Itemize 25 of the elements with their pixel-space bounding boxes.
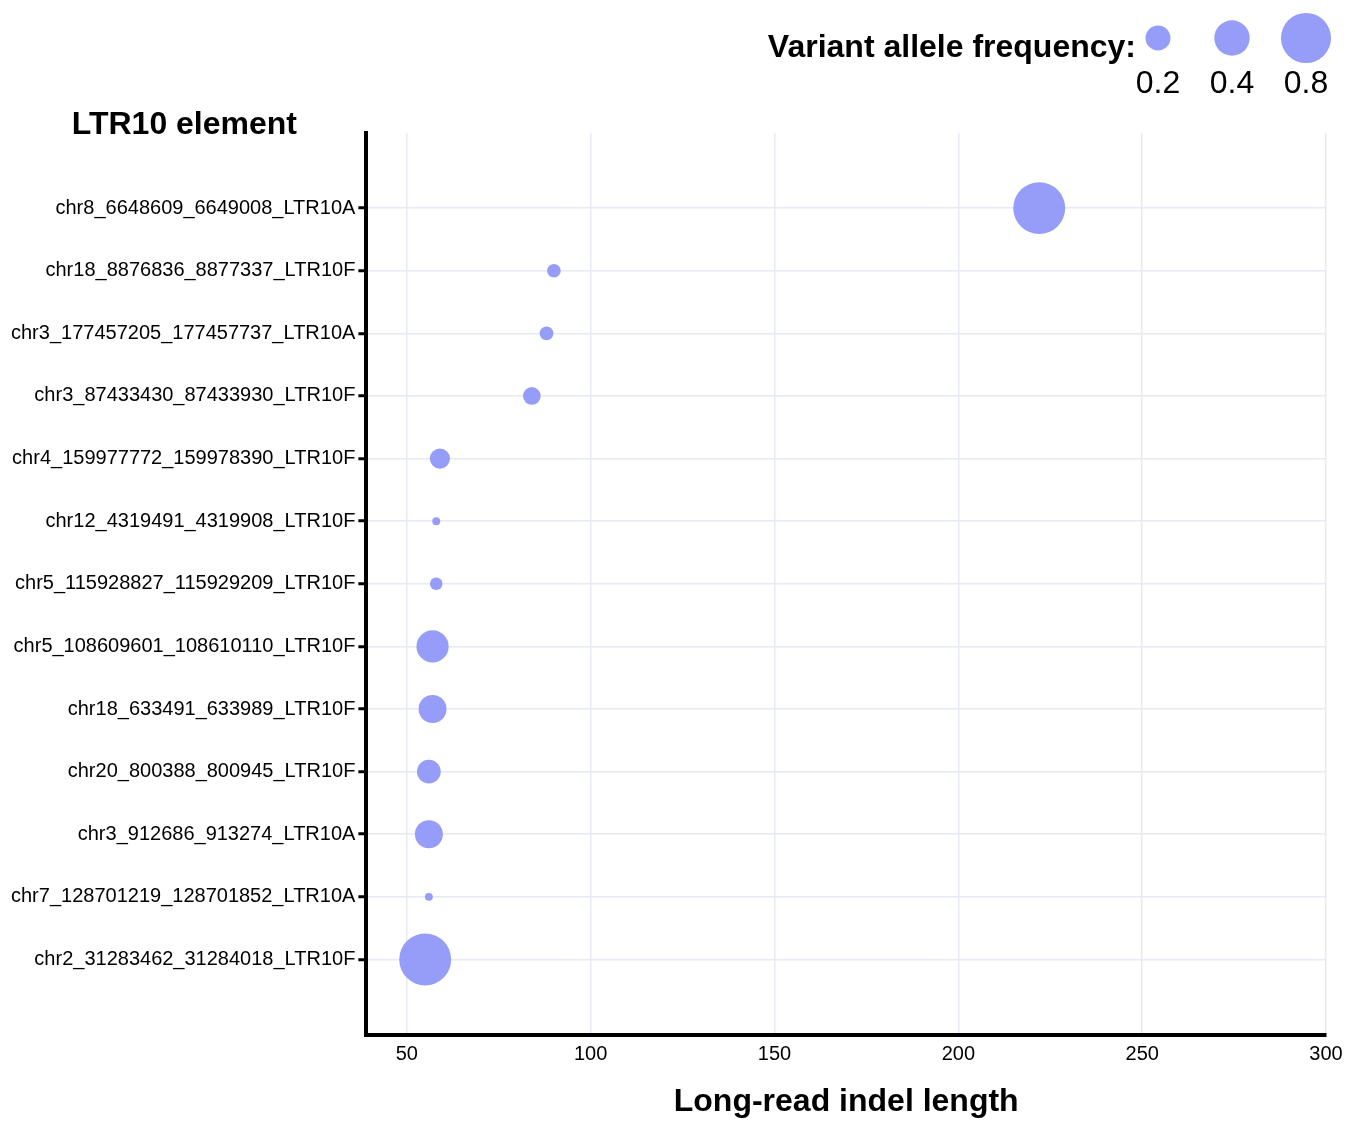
x-tick-label: 300 [1309, 1042, 1343, 1065]
legend-label: 0.4 [1209, 63, 1255, 100]
y-tick-label: chr12_4319491_4319908_LTR10F [45, 508, 356, 532]
y-tick-label: chr8_6648609_6649008_LTR10A [55, 195, 357, 219]
y-tick-label: chr5_108609601_108610110_LTR10F [13, 633, 356, 657]
y-tick-label: chr7_128701219_128701852_LTR10A [11, 884, 357, 908]
y-tick-label: chr18_8876836_8877337_LTR10F [45, 258, 356, 282]
x-tick-label: 50 [395, 1042, 418, 1065]
y-tick-label: chr4_159977772_159978390_LTR10F [12, 446, 356, 470]
y-tick-label: chr5_115928827_115929209_LTR10F [15, 571, 356, 595]
x-axis-title: Long-read indel length [673, 1081, 1019, 1118]
y-tick-label: chr18_633491_633989_LTR10F [67, 696, 356, 720]
y-tick-label: chr2_31283462_31284018_LTR10F [34, 946, 356, 970]
x-tick-label: 100 [573, 1042, 608, 1065]
y-tick-label: chr3_177457205_177457737_LTR10A [11, 320, 357, 344]
legend-label: 0.8 [1283, 63, 1329, 100]
y-tick-label: chr3_87433430_87433930_LTR10F [34, 383, 356, 407]
x-tick-label: 200 [941, 1042, 976, 1065]
legend-title: Variant allele frequency: [767, 27, 1136, 64]
y-tick-label: chr3_912686_913274_LTR10A [77, 821, 357, 845]
x-tick-label: 150 [757, 1042, 792, 1065]
legend-label: 0.2 [1135, 63, 1181, 100]
y-tick-label: chr20_800388_800945_LTR10F [67, 759, 356, 783]
y-axis-title: LTR10 element [71, 104, 298, 141]
x-tick-label: 250 [1125, 1042, 1159, 1065]
